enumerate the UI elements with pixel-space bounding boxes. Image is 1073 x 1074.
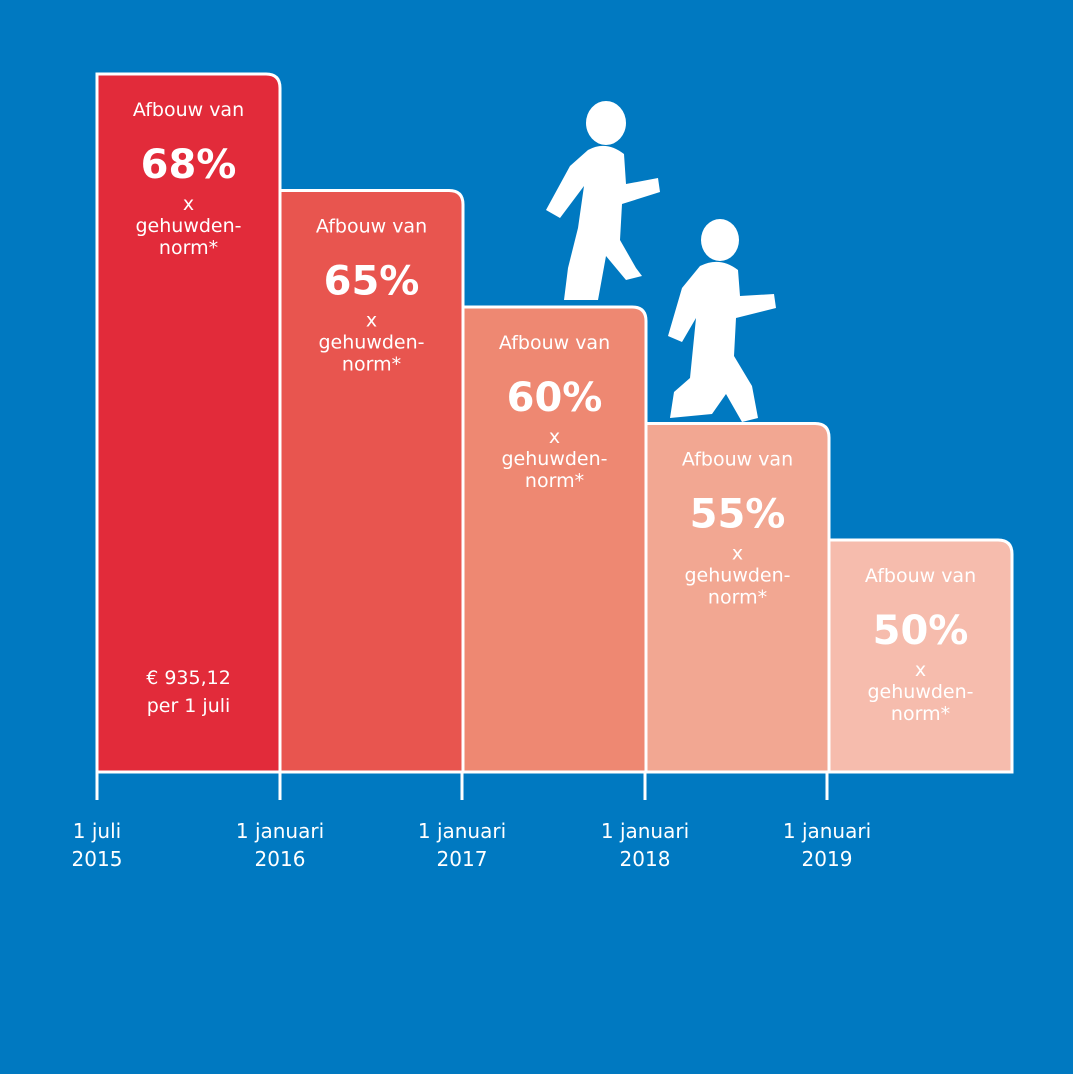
x-tick-label: 1 januari xyxy=(601,819,689,843)
bar-annotation: € 935,12 xyxy=(146,667,231,689)
bar-label: gehuwden- xyxy=(135,215,241,237)
walking-person-icon xyxy=(668,219,776,422)
bars-layer xyxy=(95,72,1014,774)
bar-label: norm* xyxy=(708,587,767,609)
bar-label: x xyxy=(915,659,926,681)
x-tick-label: 1 juli xyxy=(73,819,121,843)
step-bar xyxy=(461,305,648,774)
bar-label: norm* xyxy=(525,470,584,492)
x-tick-label: 2019 xyxy=(802,847,853,871)
bar-value-label: 68% xyxy=(141,142,237,188)
step-bar xyxy=(644,422,831,774)
bar-label: x xyxy=(732,543,743,565)
bar-label: norm* xyxy=(342,354,401,376)
x-tick-label: 1 januari xyxy=(418,819,506,843)
x-tick-label: 1 januari xyxy=(236,819,324,843)
x-tick-label: 2017 xyxy=(437,847,488,871)
step-bar xyxy=(827,538,1014,774)
bar-value-label: 65% xyxy=(324,259,420,305)
x-tick-label: 1 januari xyxy=(783,819,871,843)
bar-label: Afbouw van xyxy=(865,565,976,587)
x-tick-label: 2015 xyxy=(72,847,123,871)
bar-label: x xyxy=(183,193,194,215)
x-tick-label: 2018 xyxy=(620,847,671,871)
bar-label: Afbouw van xyxy=(682,449,793,471)
bar-value-label: 60% xyxy=(507,375,603,421)
step-bar xyxy=(95,72,282,774)
bar-label: gehuwden- xyxy=(867,681,973,703)
bar-label: x xyxy=(366,310,377,332)
bar-label: gehuwden- xyxy=(684,565,790,587)
bar-label: Afbouw van xyxy=(133,99,244,121)
bar-label: norm* xyxy=(891,703,950,725)
bar-label: Afbouw van xyxy=(499,332,610,354)
bar-value-label: 50% xyxy=(873,608,969,654)
walking-person-icon xyxy=(546,101,660,300)
bar-label: gehuwden- xyxy=(501,448,607,470)
bar-annotation: per 1 juli xyxy=(147,695,231,717)
x-axis: 1 juli 2015 1 januari 2016 1 januari 2017 1 ja… xyxy=(72,770,1012,871)
bar-label: norm* xyxy=(159,237,218,259)
bar-label: Afbouw van xyxy=(316,216,427,238)
bar-label: x xyxy=(549,426,560,448)
x-tick-label: 2016 xyxy=(255,847,306,871)
bar-label: gehuwden- xyxy=(318,332,424,354)
bar-value-label: 55% xyxy=(690,492,786,538)
step-bar xyxy=(278,189,465,774)
